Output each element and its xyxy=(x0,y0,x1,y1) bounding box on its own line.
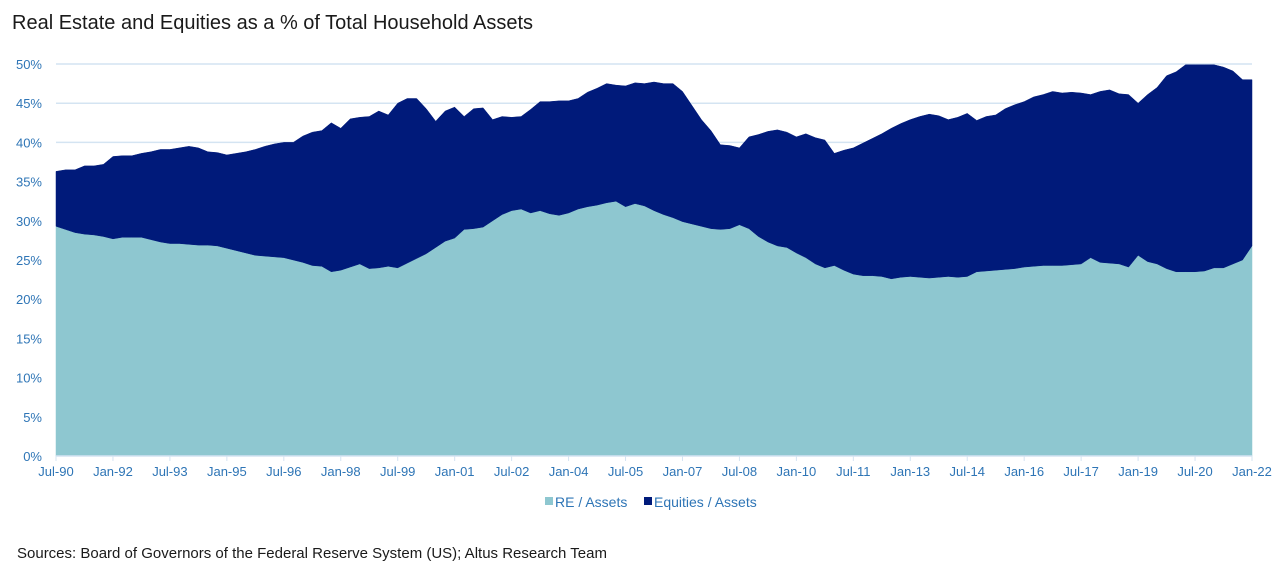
area-series xyxy=(55,64,1253,457)
x-tick-label: Jan-22 xyxy=(1232,464,1272,479)
x-tick-label: Jul-20 xyxy=(1177,464,1212,479)
x-tick-label: Jul-08 xyxy=(722,464,757,479)
y-tick-label: 40% xyxy=(16,135,42,150)
x-tick-label: Jul-02 xyxy=(494,464,529,479)
x-tick-label: Jan-07 xyxy=(663,464,703,479)
stacked-area-chart: 0% 5% 10% 15% 20% 25% 30% 35% 40% 45% 50% Jul-90 Ja… xyxy=(16,57,1272,510)
legend-swatch xyxy=(644,497,652,505)
y-tick-label: 5% xyxy=(23,410,42,425)
chart-title: Real Estate and Equities as a % of Total… xyxy=(12,12,534,34)
y-tick-label: 25% xyxy=(16,253,42,268)
x-axis: Jul-90 Jan-92 Jul-93 Jan-95 Jul-96 Jan-98 Jul-… xyxy=(38,455,1272,479)
x-tick-label: Jul-90 xyxy=(38,464,73,479)
legend: RE / Assets Equities / Assets xyxy=(545,494,757,510)
x-tick-label: Jan-98 xyxy=(321,464,361,479)
y-tick-label: 0% xyxy=(23,449,42,464)
y-tick-label: 10% xyxy=(16,371,42,386)
x-tick-label: Jan-01 xyxy=(435,464,475,479)
y-tick-label: 35% xyxy=(16,175,42,190)
x-tick-label: Jan-16 xyxy=(1004,464,1044,479)
x-tick-label: Jan-13 xyxy=(890,464,930,479)
legend-item: Equities / Assets xyxy=(644,494,757,510)
x-tick-label: Jul-11 xyxy=(836,464,870,479)
x-tick-label: Jan-92 xyxy=(93,464,133,479)
x-tick-label: Jul-96 xyxy=(266,464,301,479)
y-tick-label: 20% xyxy=(16,292,42,307)
y-tick-label: 50% xyxy=(16,57,42,72)
y-axis: 0% 5% 10% 15% 20% 25% 30% 35% 40% 45% 50% xyxy=(16,57,42,464)
legend-item: RE / Assets xyxy=(545,494,627,510)
x-tick-label: Jul-99 xyxy=(380,464,415,479)
y-tick-label: 15% xyxy=(16,331,42,346)
source-note: Sources: Board of Governors of the Feder… xyxy=(17,545,607,562)
y-tick-label: 30% xyxy=(16,214,42,229)
legend-swatch xyxy=(545,497,553,505)
x-tick-label: Jul-93 xyxy=(152,464,187,479)
x-tick-label: Jan-04 xyxy=(549,464,589,479)
x-tick-label: Jan-19 xyxy=(1118,464,1158,479)
x-tick-label: Jul-05 xyxy=(608,464,643,479)
x-tick-label: Jul-17 xyxy=(1063,464,1098,479)
legend-label: Equities / Assets xyxy=(654,494,757,510)
x-tick-label: Jan-10 xyxy=(777,464,817,479)
x-tick-label: Jan-95 xyxy=(207,464,247,479)
y-tick-label: 45% xyxy=(16,96,42,111)
x-tick-label: Jul-14 xyxy=(950,464,985,479)
area-equities-assets xyxy=(55,64,1253,280)
legend-label: RE / Assets xyxy=(555,494,627,510)
